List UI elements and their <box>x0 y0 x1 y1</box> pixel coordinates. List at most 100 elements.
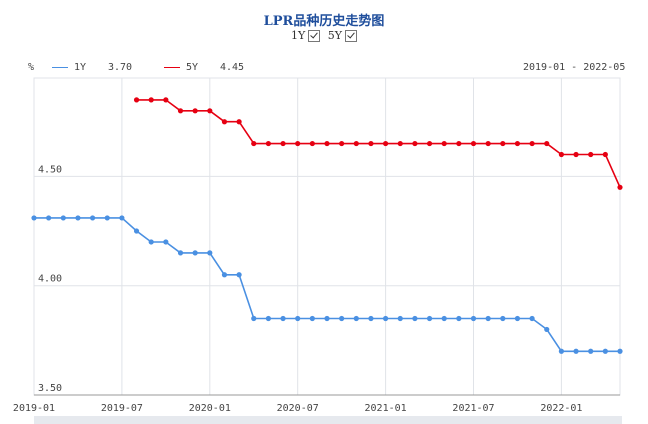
data-point-1y <box>251 315 257 322</box>
data-point-1y <box>236 272 242 278</box>
data-point-1y <box>192 250 198 256</box>
data-point-1y <box>31 215 37 221</box>
data-point-1y <box>295 315 301 322</box>
data-point-5y <box>485 140 491 147</box>
data-point-1y <box>368 315 374 322</box>
legend-swatch-1y <box>52 62 68 73</box>
range-slider-track[interactable] <box>34 416 622 424</box>
x-tick-label: 2019-01 <box>13 403 55 414</box>
data-point-5y <box>558 151 565 158</box>
data-point-5y <box>177 108 184 114</box>
series-toggles: 1Y 5Y <box>0 29 648 42</box>
data-point-5y <box>397 140 403 147</box>
data-point-1y <box>441 315 447 322</box>
y-tick-label: 4.00 <box>38 274 62 285</box>
chart-grid <box>33 77 621 396</box>
data-point-1y <box>75 215 81 221</box>
data-point-5y <box>529 140 535 147</box>
data-point-5y <box>602 151 608 158</box>
data-point-5y <box>251 140 257 147</box>
data-point-1y <box>529 315 535 322</box>
data-point-1y <box>383 315 389 322</box>
chart-title: LPR品种历史走势图 <box>263 14 385 29</box>
data-point-5y <box>412 140 418 147</box>
data-point-1y <box>558 348 565 354</box>
data-point-5y <box>163 97 169 103</box>
data-point-1y <box>221 272 228 278</box>
chart-legend: % 1Y 3.70 5Y 4.45 2019-01 - 2022-05 <box>0 62 648 78</box>
data-point-1y <box>104 215 110 221</box>
data-point-1y <box>353 315 359 322</box>
legend-1y-value: 3.70 <box>108 62 133 73</box>
toggle-1y[interactable]: 1Y <box>290 29 321 42</box>
series-line-5y <box>136 99 621 188</box>
data-point-1y <box>397 315 403 322</box>
data-point-1y <box>280 315 286 322</box>
checkbox-checked-icon[interactable] <box>308 29 321 42</box>
data-point-5y <box>353 140 359 147</box>
data-point-5y <box>324 140 330 147</box>
chart-labels: 2019-01 2019-07 2020-01 2020-07 2021-01 2021-… <box>13 164 583 414</box>
legend-5y-name: 5Y <box>186 62 199 73</box>
toggle-1y-label: 1Y <box>290 29 306 42</box>
x-tick-label: 2021-07 <box>452 403 494 414</box>
legend-1y-name: 1Y <box>74 62 87 73</box>
data-point-1y <box>177 250 184 256</box>
x-tick-label: 2021-01 <box>365 403 407 414</box>
checkbox-checked-icon[interactable] <box>345 29 358 42</box>
data-point-1y <box>602 348 608 354</box>
data-point-5y <box>426 140 433 147</box>
data-point-1y <box>163 239 169 245</box>
data-point-5y <box>309 140 315 147</box>
legend-5y-value: 4.45 <box>220 62 245 73</box>
legend-swatch-5y <box>164 62 180 73</box>
data-point-5y <box>573 151 579 158</box>
data-point-1y <box>265 315 271 322</box>
data-point-1y <box>588 348 594 354</box>
date-range: 2019-01 - 2022-05 <box>523 62 626 73</box>
data-point-5y <box>192 108 198 114</box>
data-point-1y <box>324 315 330 322</box>
data-point-1y <box>412 315 418 322</box>
data-point-5y <box>368 140 374 147</box>
data-point-1y <box>60 215 66 221</box>
data-point-5y <box>236 119 242 125</box>
data-point-5y <box>133 97 140 103</box>
data-point-5y <box>295 140 301 147</box>
toggle-5y-label: 5Y <box>327 29 343 42</box>
data-point-1y <box>544 326 550 333</box>
toggle-5y[interactable]: 5Y <box>327 29 358 42</box>
y-tick-label: 4.50 <box>38 164 62 175</box>
data-point-5y <box>588 151 594 158</box>
data-point-1y <box>309 315 315 322</box>
data-point-5y <box>148 97 154 103</box>
x-tick-label: 2020-07 <box>277 403 319 414</box>
data-point-5y <box>383 140 389 147</box>
data-point-1y <box>133 228 140 234</box>
data-point-5y <box>500 140 506 147</box>
data-point-1y <box>426 315 433 322</box>
x-tick-label: 2020-01 <box>189 403 231 414</box>
data-point-5y <box>456 140 462 147</box>
data-point-1y <box>573 348 579 354</box>
data-point-1y <box>485 315 491 322</box>
data-point-1y <box>514 315 521 322</box>
data-point-1y <box>207 250 213 256</box>
data-point-1y <box>617 348 623 354</box>
data-point-5y <box>265 140 271 147</box>
x-tick-label: 2022-01 <box>540 403 582 414</box>
data-point-1y <box>119 215 125 221</box>
data-point-5y <box>221 119 228 125</box>
data-point-1y <box>148 239 154 245</box>
data-point-5y <box>280 140 286 147</box>
unit-label: % <box>28 62 35 73</box>
data-point-5y <box>470 140 477 147</box>
data-point-5y <box>544 140 550 147</box>
data-point-1y <box>90 215 96 221</box>
data-point-5y <box>207 108 213 114</box>
data-point-1y <box>46 215 52 221</box>
y-tick-label: 3.50 <box>38 383 62 394</box>
x-tick-label: 2019-07 <box>101 403 143 414</box>
data-point-5y <box>441 140 447 147</box>
